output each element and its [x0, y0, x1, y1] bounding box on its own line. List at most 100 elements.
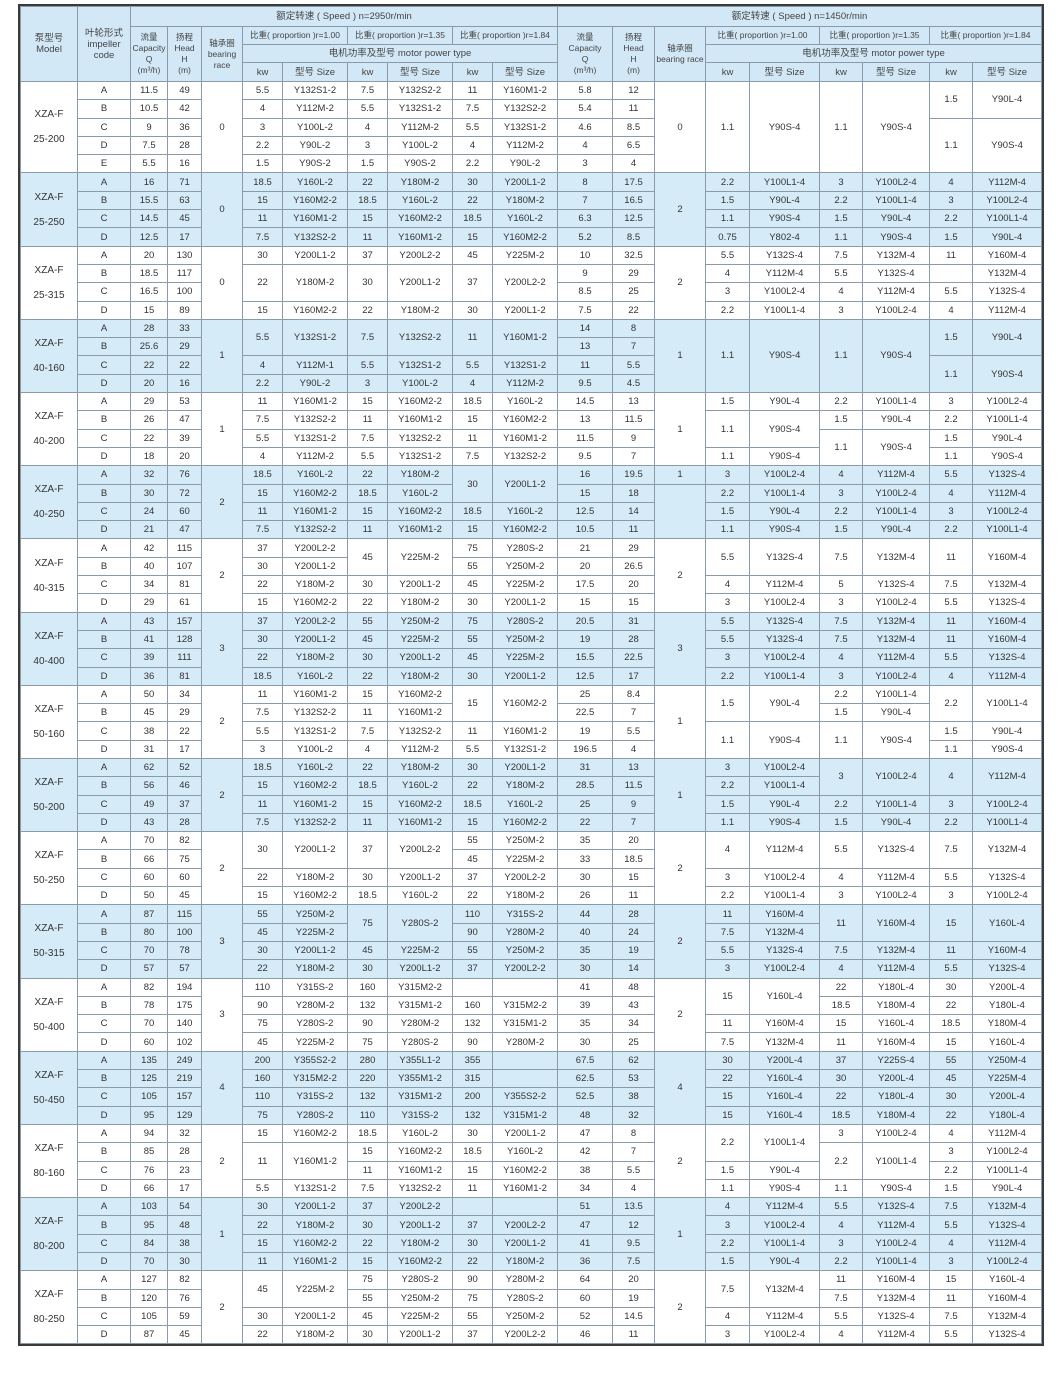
- kw-r135-cell: 75: [347, 1270, 388, 1290]
- kw-r135-1450-cell: 3: [819, 666, 864, 686]
- table-row: B 25.6 29 13 7: [21, 337, 1042, 357]
- head-cell: 100: [167, 282, 202, 302]
- kw-r184-1450-cell: 1.1: [929, 355, 974, 394]
- capacity-cell: 29: [130, 593, 168, 613]
- impeller-code-cell: A: [77, 392, 131, 412]
- head-cell: 129: [167, 1105, 202, 1125]
- bearing-race-cell: 4: [201, 1050, 243, 1125]
- size-r135-cell: Y160M2-2: [387, 794, 453, 814]
- size-r135-1450-cell: Y90L-4: [862, 812, 931, 833]
- impeller-code-cell: C: [77, 209, 131, 229]
- size-r100-cell: Y160M1-2: [282, 684, 348, 705]
- header-size: 型号 Size: [387, 62, 453, 82]
- kw-r184-1450-cell: 1.5: [929, 227, 974, 247]
- kw-r135-cell: 132: [347, 1087, 388, 1107]
- size-r184-cell: Y132S2-2: [491, 99, 559, 119]
- capacity-cell: 103: [130, 1197, 168, 1217]
- size-r184-cell: Y112M-2: [491, 135, 559, 156]
- size-r100-cell: Y90L-2: [282, 135, 348, 156]
- size-r100-1450-cell: Y200L-4: [749, 1050, 821, 1071]
- header-prop-100: 比重( proportion )r=1.00: [242, 26, 348, 45]
- bearing-race-1450-cell: 0: [654, 80, 707, 174]
- kw-r100-cell: 45: [242, 922, 283, 942]
- size-r184-1450-cell: Y100L2-4: [972, 794, 1042, 814]
- size-r135-1450-cell: Y100L2-4: [862, 886, 931, 906]
- kw-r135-cell: 11: [347, 812, 388, 833]
- model-series: XZA-F: [34, 264, 64, 276]
- bearing-en: bearing race: [207, 48, 237, 70]
- size-r135-1450-cell: Y225S-4: [862, 1050, 931, 1071]
- kw-r135-cell: 55: [347, 1288, 388, 1308]
- kw-r184-1450-cell: 11: [929, 1288, 974, 1308]
- size-r135-cell: Y200L1-2: [387, 959, 453, 979]
- kw-r100-1450-cell: 7.5: [705, 1270, 751, 1308]
- kw-r184-cell: 55: [452, 556, 493, 577]
- kw-r100-1450-cell: 1.5: [705, 794, 751, 814]
- bearing-race-cell: 3: [201, 977, 243, 1052]
- size-r184-cell: Y160L-2: [491, 794, 559, 814]
- header-motor: 电机功率及型号 motor power type: [241, 44, 559, 63]
- kw-r100-cell: 110: [242, 977, 283, 997]
- table-row: XZA-F 80-200 A 103 54 1 30 Y200L1-2 37 Y200L2-2 51…: [20, 1197, 1042, 1272]
- capacity-1450-cell: 35: [557, 940, 614, 961]
- model-cell: XZA-F 50-200: [20, 757, 78, 833]
- size-r100-cell: Y160L-2: [282, 172, 348, 192]
- capacity-1450-cell: 60: [557, 1288, 614, 1308]
- capacity-cell: 20: [130, 373, 168, 394]
- size-r184-cell: Y132S1-2: [491, 355, 559, 375]
- kw-r100-1450-cell: 15: [705, 977, 751, 1016]
- table-row: B 18.5 117 22 Y180M-2 30 Y200L1-2 37 Y200L2-2 9 29…: [21, 263, 1042, 302]
- size-r184-1450-cell: Y180L-4: [972, 995, 1042, 1016]
- size-r135-cell: Y132S2-2: [387, 318, 453, 357]
- kw-r135-1450-cell: 4: [819, 867, 864, 888]
- capacity-cell: 31: [130, 739, 168, 759]
- head-cell: 175: [167, 995, 202, 1016]
- capacity-1450-cell: 21: [557, 538, 614, 558]
- kw-r100-cell: 4: [242, 99, 283, 119]
- capacity-cell: 28: [130, 318, 168, 339]
- size-r100-1450-cell: Y90S-4: [749, 80, 821, 174]
- size-r184-cell: Y280M-2: [491, 922, 559, 942]
- header-prop-184-1450: 比重( proportion )r=1.84: [929, 26, 1042, 45]
- head-cell: 194: [167, 977, 202, 997]
- capacity-1450-cell: 12.5: [557, 666, 614, 686]
- size-r184-1450-cell: Y100L1-4: [972, 812, 1042, 833]
- capacity-cell: 66: [130, 849, 168, 869]
- header-kw: kw: [242, 62, 283, 82]
- kw-r184-cell: 18.5: [452, 501, 493, 522]
- size-r100-1450-cell: Y100L1-4: [749, 483, 821, 503]
- kw-r135-cell: 30: [347, 959, 388, 979]
- capacity-1450-cell: 17.5: [557, 575, 614, 595]
- model-size: 40-200: [33, 436, 65, 448]
- impeller-code-cell: B: [77, 556, 131, 577]
- kw-r100-1450-cell: 2.2: [705, 776, 751, 796]
- kw-r184-cell: 22: [452, 776, 493, 796]
- kw-r184-1450-cell: 2.2: [929, 410, 974, 430]
- size-r184-cell: Y180M-2: [491, 1251, 559, 1272]
- head-1450-cell: 48: [612, 977, 656, 997]
- table-body: XZA-F 25-200 A 11.5 49 0 5.5 Y132S1-2 7.5 Y132S2-…: [20, 80, 1042, 1345]
- kw-r100-1450-cell: 1.5: [705, 190, 751, 211]
- head-cell: 36: [167, 117, 202, 137]
- bearing-race-cell: 3: [201, 904, 243, 979]
- kw-r184-cell: 2.2: [452, 154, 493, 174]
- impeller-code-cell: B: [77, 1142, 131, 1162]
- head-cell: 17: [167, 1178, 202, 1199]
- head-1450-cell: 4.5: [612, 373, 656, 394]
- kw-r184-cell: 15: [452, 520, 493, 540]
- kw-r184-cell: 90: [452, 1270, 493, 1290]
- head-cell: 60: [167, 867, 202, 888]
- head-cell: 117: [167, 263, 202, 284]
- kw-r184-cell: 30: [452, 172, 493, 192]
- head-cell: 82: [167, 831, 202, 851]
- head-cell: 49: [167, 80, 202, 101]
- size-r135-cell: Y355M1-2: [387, 1069, 453, 1089]
- kw-r135-1450-cell: 11: [819, 1032, 864, 1052]
- head-sym: H: [630, 54, 637, 64]
- size-r135-cell: Y160L-2: [387, 190, 453, 211]
- capacity-1450-cell: 5.2: [557, 227, 614, 247]
- kw-r135-1450-cell: 7.5: [819, 1288, 864, 1308]
- size-r135-cell: Y132S1-2: [387, 99, 453, 119]
- kw-r184-1450-cell: 5.5: [929, 593, 974, 613]
- kw-r100-cell: 3: [242, 739, 283, 759]
